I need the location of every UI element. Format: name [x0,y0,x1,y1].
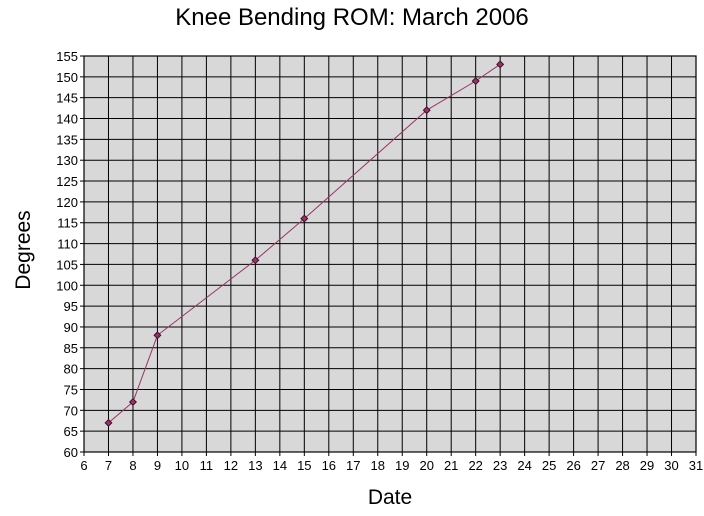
y-tick-label: 95 [64,299,78,314]
x-tick-label: 22 [468,458,482,473]
x-tick-label: 14 [273,458,287,473]
x-tick-label: 10 [175,458,189,473]
x-tick-label: 15 [297,458,311,473]
y-tick-label: 65 [64,424,78,439]
x-tick-label: 18 [371,458,385,473]
x-tick-label: 23 [493,458,507,473]
x-tick-label: 6 [80,458,87,473]
x-tick-label: 9 [154,458,161,473]
data-point [153,331,162,340]
x-tick-label: 11 [200,458,214,473]
y-tick-label: 125 [56,174,78,189]
x-tick-label: 31 [689,458,703,473]
x-tick-label: 28 [615,458,629,473]
x-tick-label: 21 [444,458,458,473]
x-tick-label: 16 [322,458,336,473]
x-tick-label: 7 [105,458,112,473]
y-tick-label: 150 [56,70,78,85]
data-point [251,256,260,265]
y-tick-label: 110 [57,237,78,252]
x-tick-label: 19 [395,458,409,473]
y-tick-label: 115 [57,216,78,231]
x-tick-label: 27 [591,458,605,473]
chart-title: Knee Bending ROM: March 2006 [175,4,529,31]
x-axis-title: Date [367,486,413,509]
plot-background [84,56,696,452]
data-point [104,418,113,427]
y-tick-label: 80 [64,362,78,377]
x-tick-label: 25 [542,458,556,473]
x-tick-label: 30 [664,458,678,473]
x-tick-label: 29 [640,458,654,473]
y-tick-label: 85 [64,341,78,356]
y-tick-label: 140 [56,112,78,127]
x-tick-label: 17 [346,458,360,473]
y-tick-label: 100 [56,278,78,293]
x-tick-label: 8 [129,458,136,473]
data-point [300,214,309,223]
y-tick-label: 145 [56,91,78,106]
data-point [471,77,480,86]
x-tick-label: 26 [566,458,580,473]
x-tick-label: 12 [224,458,238,473]
x-tick-label: 13 [248,458,262,473]
y-tick-label: 130 [56,153,78,168]
y-axis-title: Degrees [12,210,35,290]
x-tick-label: 20 [419,458,433,473]
y-tick-label: 60 [64,445,78,460]
y-tick-label: 105 [56,257,78,272]
y-tick-label: 120 [56,195,78,210]
data-point [128,397,137,406]
plot-frame [83,55,697,453]
y-tick-label: 135 [56,132,78,147]
y-tick-label: 75 [64,382,78,397]
y-tick-label: 155 [56,49,78,64]
y-tick-label: 90 [64,320,78,335]
x-tick-label: 24 [517,458,531,473]
data-point [496,60,505,69]
data-point [422,106,431,115]
y-tick-label: 70 [64,403,78,418]
series-line [108,63,501,424]
